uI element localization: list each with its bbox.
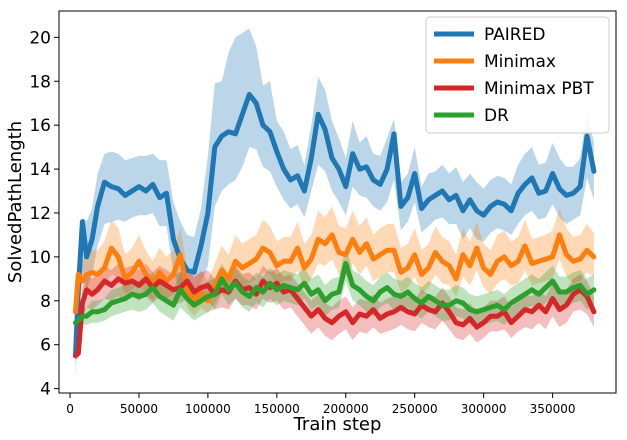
y-tick-label: 20 [29,28,51,48]
y-tick-label: 8 [40,292,51,312]
band-dr [75,245,594,330]
legend-label-dr: DR [484,106,509,126]
line-paired [73,91,597,359]
axes: 0 50000 100000 150000 200000 250000 300000 3500… [29,10,617,416]
x-tick-label: 200000 [323,402,369,416]
y-tick-label: 10 [29,248,51,268]
x-tick-label: 300000 [461,402,507,416]
x-tick-label: 350000 [530,402,576,416]
legend-label-minimax-pbt: Minimax PBT [484,79,594,99]
plot-frame [58,10,617,394]
x-tick-label: 150000 [254,402,300,416]
line-minimax [73,232,597,315]
legend: PAIRED Minimax Minimax PBT DR [425,16,610,134]
x-tick-label: 50000 [120,402,158,416]
x-tick-label: 250000 [392,402,438,416]
y-tick-label: 18 [29,72,51,92]
series-lines [73,91,597,359]
y-tick-label: 12 [29,204,51,224]
x-tick-label: 100000 [185,402,231,416]
y-tick-label: 14 [29,160,51,180]
legend-label-paired: PAIRED [484,25,545,45]
x-tick-label: 0 [66,402,74,416]
y-tick-label: 4 [40,380,51,400]
legend-box [425,16,610,134]
y-tick-label: 16 [29,116,51,136]
x-axis-label: Train step [293,414,382,435]
y-tick-label: 6 [40,336,51,356]
y-axis-label: SolvedPathLength [5,121,26,283]
band-paired [75,28,594,376]
legend-label-minimax: Minimax [484,52,556,72]
line-dr [73,261,597,326]
